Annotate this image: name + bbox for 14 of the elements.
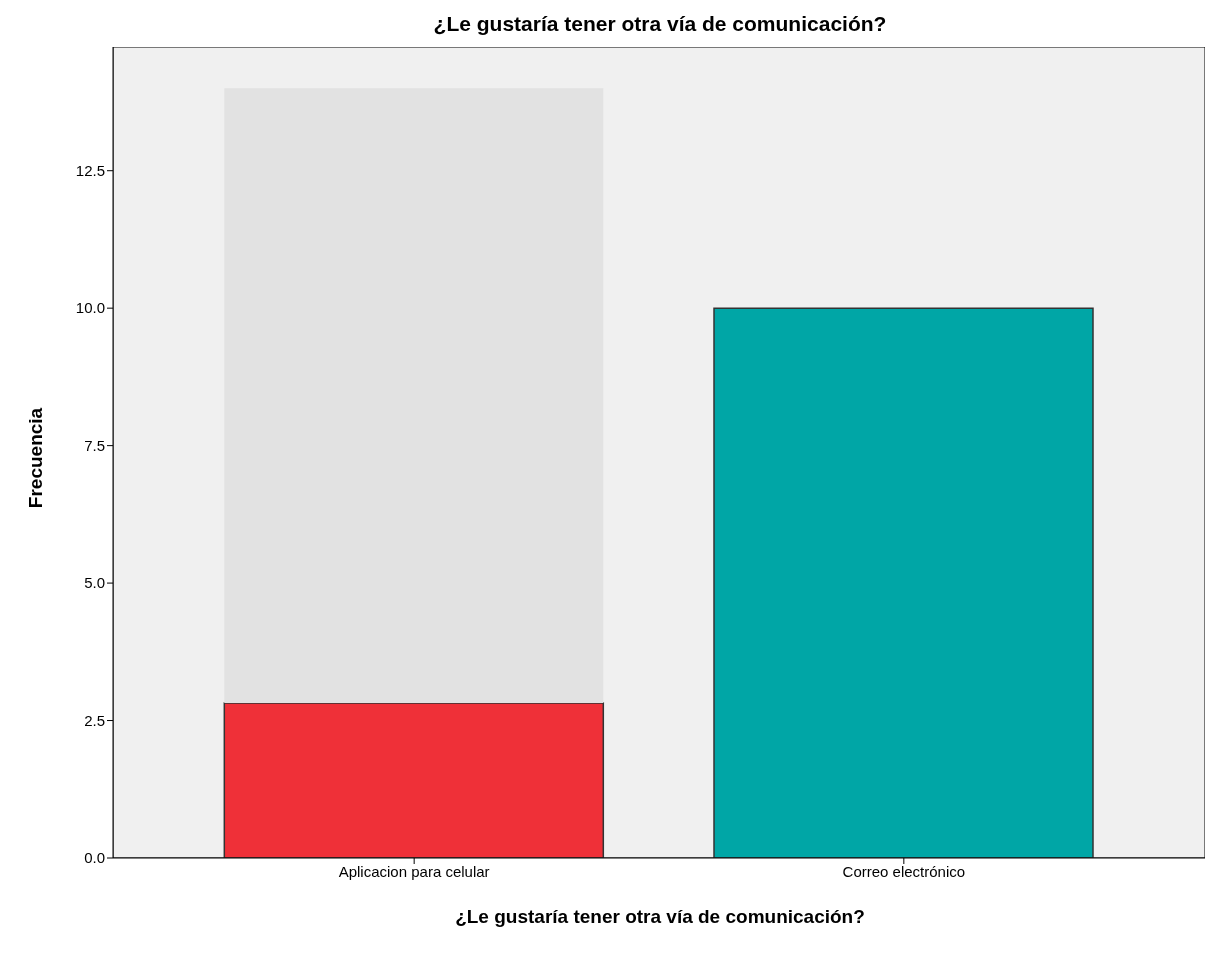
x-tick-label: Correo electrónico — [842, 862, 966, 880]
chart-title: ¿Le gustaría tener otra vía de comunicación? — [432, 12, 888, 36]
y-tick-label: 0.0 — [84, 849, 105, 867]
y-axis-title: Frecuencia — [25, 407, 47, 509]
y-tick-label: 2.5 — [84, 711, 105, 729]
bar — [223, 702, 605, 858]
y-tick-label: 10.0 — [75, 299, 105, 317]
bar — [713, 307, 1094, 858]
x-tick-label: Aplicacion para celular — [338, 862, 490, 880]
x-axis-title: ¿Le gustaría tener otra vía de comunicación? — [454, 906, 866, 928]
y-tick-label: 12.5 — [75, 162, 105, 180]
y-tick-label: 5.0 — [84, 574, 105, 592]
bar — [224, 88, 604, 703]
y-tick-label: 7.5 — [84, 436, 105, 454]
